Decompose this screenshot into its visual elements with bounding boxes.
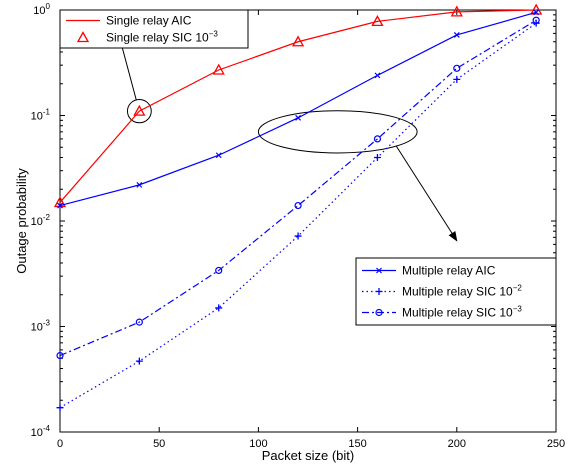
series-line [59,9,537,203]
data-point [136,181,143,188]
data-point [135,357,143,365]
data-point [56,404,64,412]
data-point [374,72,381,79]
y-tick-label: 10-4 [31,424,51,439]
series-1 [59,9,537,203]
data-point [450,5,463,17]
legend-marker [76,31,90,43]
data-point [371,15,384,27]
data-point [56,351,64,360]
series-line [59,19,537,357]
annotation-ellipse [126,99,152,124]
series-layer [53,3,543,412]
data-point [533,9,540,16]
data-point [373,135,382,143]
legend-label: Multiple relay AIC [402,264,496,278]
legend-label: Single relay SIC 10−3 [106,30,218,45]
legend-marker [375,288,383,295]
series-2 [53,3,543,208]
plot-frame [59,9,557,433]
series-3 [57,9,540,209]
legend-label: Single relay AIC [106,14,192,28]
data-point [532,16,540,24]
legend-marker [375,308,383,317]
legend-top-left: Single relay AIC Single relay SIC 10−3 [59,9,249,49]
data-point [133,104,146,116]
data-point [212,63,225,75]
data-point [373,153,381,161]
data-point [215,304,223,312]
data-point [295,114,302,121]
series-4 [56,19,540,412]
legend-label: Multiple relay SIC 10−3 [402,305,522,320]
data-point [453,75,461,83]
legend-marker [376,267,382,274]
data-point [135,318,143,326]
x-tick-label: 200 [448,438,466,450]
y-tick-label: 10-2 [31,213,51,228]
series-5 [56,16,540,360]
x-tick-label: 100 [249,438,267,450]
x-axis-label: Packet size (bit) [262,448,354,463]
y-tick-label: 10-3 [31,319,51,334]
y-axis-label: Outage probability [14,168,29,274]
y-tick-label: 10-1 [31,108,51,123]
data-point [294,201,302,210]
x-tick-label: 50 [153,438,165,450]
x-tick-label: 150 [348,438,366,450]
annotations [117,36,458,242]
y-tick-label: 100 [33,2,50,17]
data-point [215,152,222,159]
data-point [453,32,460,38]
data-point [294,232,302,240]
axes: 0 50 100 150 200 250 10-4 10-3 10-2 10-1 100 [31,2,566,450]
legend-bottom-right: Multiple relay AIC Multiple relay SIC 10−… [355,257,557,326]
data-point [530,3,543,15]
legends: Single relay AIC Single relay SIC 10−3 Mul… [59,9,557,326]
legend-label: Multiple relay SIC 10−2 [402,284,522,299]
data-point [57,202,63,209]
annotation-ellipse [257,110,418,154]
x-tick-label: 0 [57,438,63,450]
annotation-arrow [395,145,458,242]
x-tick-label: 250 [547,438,565,450]
data-point [453,64,461,72]
data-point [215,266,223,275]
legend-box [59,9,249,49]
data-point [291,35,305,47]
